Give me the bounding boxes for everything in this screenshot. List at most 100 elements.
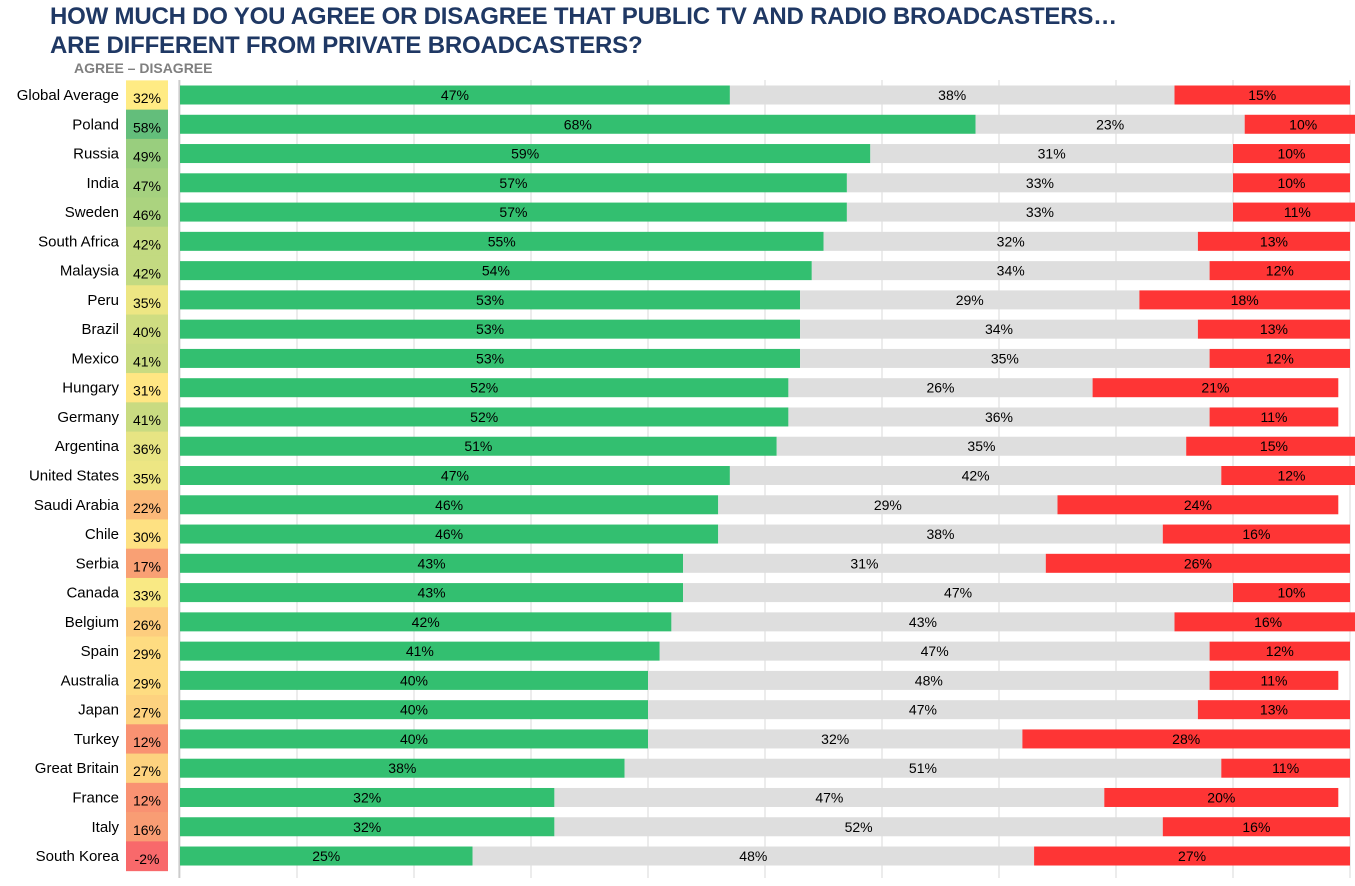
bar-label-neither: 38% (926, 526, 954, 542)
bar-disagree (1045, 553, 1350, 573)
bar-neither (554, 817, 1163, 837)
bar-label-agree: 68% (564, 116, 592, 132)
net-score-cell (126, 490, 168, 520)
bar-agree (180, 466, 730, 486)
bar-disagree (1197, 231, 1350, 251)
net-score-cell (126, 226, 168, 257)
net-score-label: 46% (133, 207, 161, 223)
net-score-cell (126, 724, 168, 755)
net-score-cell (126, 255, 168, 286)
net-score-label: 49% (133, 149, 161, 165)
bar-label-neither: 34% (997, 263, 1025, 279)
bar-agree (180, 846, 473, 866)
bar-neither (554, 787, 1105, 807)
bar-label-agree: 40% (400, 731, 428, 747)
bar-neither (472, 846, 1035, 866)
bar-disagree (1034, 846, 1350, 866)
bar-agree (180, 114, 976, 134)
country-label: South Korea (36, 848, 120, 865)
bar-label-neither: 47% (909, 702, 937, 718)
bar-disagree (1162, 524, 1350, 544)
bar-label-agree: 32% (353, 819, 381, 835)
net-score-cell (126, 314, 168, 345)
bar-disagree (1197, 700, 1350, 720)
bar-label-agree: 57% (499, 204, 527, 220)
bar-label-disagree: 15% (1260, 438, 1288, 454)
net-score-label: 35% (133, 471, 161, 487)
bar-disagree (1209, 670, 1339, 690)
bar-disagree (1057, 495, 1339, 515)
net-column-header: AGREE – DISAGREE (74, 60, 213, 76)
net-score-label: 12% (133, 792, 161, 808)
bar-label-disagree: 11% (1284, 204, 1311, 220)
net-score-label: 16% (133, 822, 161, 838)
bar-label-disagree: 10% (1277, 585, 1305, 601)
bar-neither (683, 553, 1046, 573)
net-score-cell (126, 782, 168, 813)
country-label: Mexico (71, 350, 119, 367)
bar-label-neither: 29% (874, 497, 902, 513)
bar-neither (683, 583, 1233, 603)
bar-label-neither: 23% (1096, 116, 1124, 132)
country-label: Saudi Arabia (34, 497, 120, 514)
bar-label-disagree: 24% (1184, 497, 1212, 513)
bar-label-disagree: 16% (1242, 819, 1270, 835)
net-score-cell (126, 577, 168, 608)
net-score-cell (126, 548, 168, 579)
net-score-label: 42% (133, 236, 161, 252)
bar-label-disagree: 27% (1178, 848, 1206, 864)
bar-label-agree: 32% (353, 789, 381, 805)
bar-neither (718, 524, 1163, 544)
bar-neither (800, 319, 1198, 339)
net-score-cell (126, 753, 168, 784)
net-score-cell (126, 431, 168, 462)
bar-neither (788, 378, 1093, 398)
bar-label-neither: 47% (921, 643, 949, 659)
bar-label-agree: 51% (464, 438, 492, 454)
net-score-label: 12% (133, 734, 161, 750)
bar-agree (180, 495, 719, 515)
bar-label-disagree: 12% (1266, 350, 1294, 366)
bar-label-agree: 47% (441, 87, 469, 103)
bar-label-agree: 54% (482, 263, 510, 279)
bar-neither (648, 700, 1198, 720)
country-label: Argentina (55, 438, 120, 455)
country-label: Peru (87, 292, 119, 309)
bar-agree (180, 612, 672, 632)
bar-label-agree: 53% (476, 321, 504, 337)
bar-label-agree: 52% (470, 409, 498, 425)
bar-disagree (1209, 407, 1339, 427)
net-score-cell (126, 460, 168, 491)
bar-agree (180, 553, 684, 573)
bar-disagree (1104, 787, 1339, 807)
bar-label-neither: 35% (967, 438, 995, 454)
bar-agree (180, 85, 730, 105)
net-score-label: 27% (133, 763, 161, 779)
bar-label-agree: 46% (435, 526, 463, 542)
bar-neither (624, 758, 1222, 778)
bar-disagree (1092, 378, 1339, 398)
net-score-label: 35% (133, 295, 161, 311)
bar-label-neither: 33% (1026, 204, 1054, 220)
country-label: South Africa (38, 233, 120, 250)
bar-label-agree: 53% (476, 292, 504, 308)
net-score-cell (126, 80, 168, 111)
bar-neither (648, 729, 1023, 749)
country-label: Canada (66, 585, 119, 602)
bar-label-neither: 47% (815, 789, 843, 805)
bar-label-disagree: 13% (1260, 321, 1288, 337)
net-score-cell (126, 343, 168, 374)
net-score-cell (126, 197, 168, 228)
country-label: Australia (61, 672, 120, 689)
bar-disagree (1209, 261, 1350, 281)
country-label: Turkey (74, 731, 120, 748)
bar-disagree (1233, 202, 1355, 222)
bar-neither (648, 670, 1210, 690)
country-label: Hungary (62, 380, 119, 397)
net-score-label: 33% (133, 588, 161, 604)
bar-label-agree: 25% (312, 848, 340, 864)
chart-title-line-2: ARE DIFFERENT FROM PRIVATE BROADCASTERS? (50, 32, 643, 59)
country-label: Global Average (17, 87, 119, 104)
bar-label-neither: 43% (909, 614, 937, 630)
